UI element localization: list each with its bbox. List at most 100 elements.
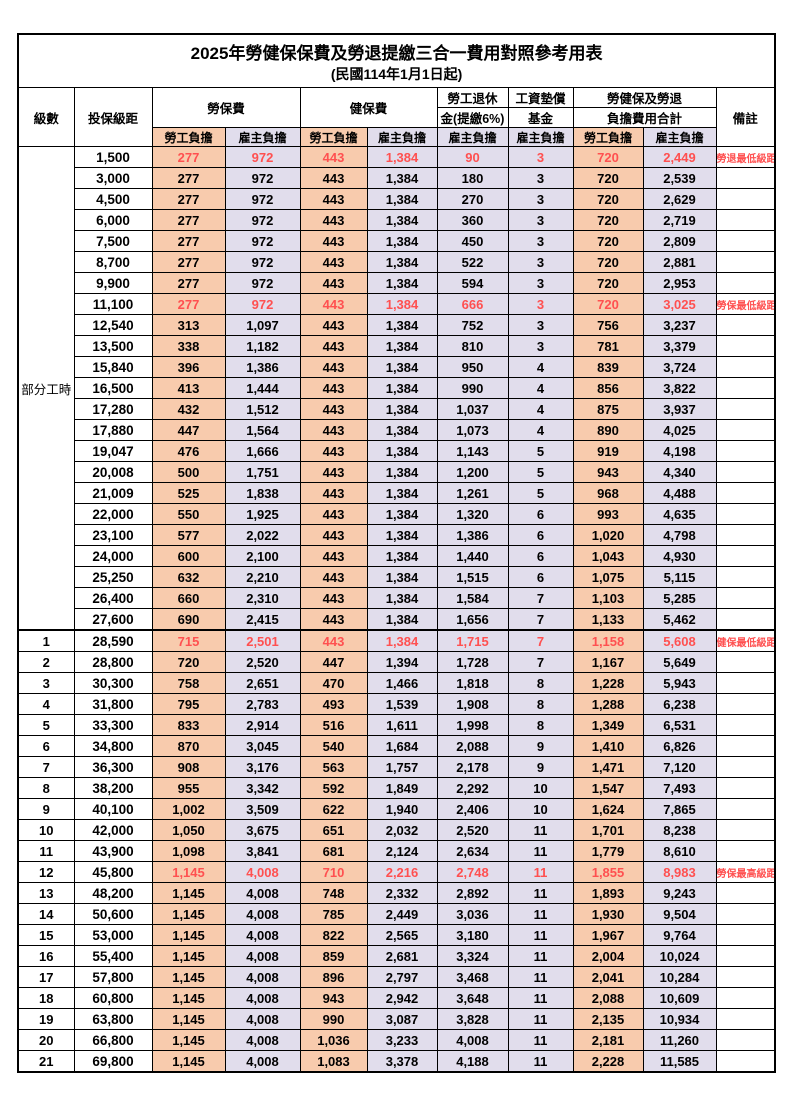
table-row: 10 42,000 1,050 3,675 651 2,032 2,520 11 1,701 8,… bbox=[17, 819, 776, 841]
value-cell: 3 bbox=[507, 188, 574, 210]
remark-cell: 健保最低級距 bbox=[715, 629, 776, 652]
value-cell: 1,037 bbox=[436, 398, 509, 420]
value-cell: 3,675 bbox=[224, 819, 301, 841]
table-row: 13 48,200 1,145 4,008 748 2,332 2,892 11 1,893 9,… bbox=[17, 882, 776, 904]
value-cell: 720 bbox=[572, 188, 644, 210]
value-cell: 1,050 bbox=[151, 819, 226, 841]
value-cell: 2,100 bbox=[224, 545, 301, 567]
subheader-wagefund-employer: 雇主負擔 bbox=[507, 127, 574, 147]
table-row: 16 55,400 1,145 4,008 859 2,681 3,324 11 2,004 10… bbox=[17, 945, 776, 967]
value-cell: 1,384 bbox=[366, 440, 438, 462]
value-cell: 720 bbox=[572, 209, 644, 231]
value-cell: 955 bbox=[151, 777, 226, 799]
value-cell: 990 bbox=[436, 377, 509, 399]
value-cell: 1,384 bbox=[366, 419, 438, 441]
value-cell: 3,342 bbox=[224, 777, 301, 799]
value-cell: 313 bbox=[151, 314, 226, 336]
value-cell: 4,188 bbox=[436, 1050, 509, 1073]
value-cell: 1,908 bbox=[436, 693, 509, 715]
value-cell: 1,547 bbox=[572, 777, 644, 799]
remark-cell bbox=[715, 903, 776, 925]
value-cell: 360 bbox=[436, 209, 509, 231]
table-row: 20,008 500 1,751 443 1,384 1,200 5 943 4,340 bbox=[18, 461, 776, 483]
value-cell: 443 bbox=[299, 335, 368, 357]
subheader-total-employee: 勞工負擔 bbox=[572, 127, 644, 147]
value-cell: 4,198 bbox=[642, 440, 717, 462]
title-row: 2025年勞健保保費及勞退提繳三合一費用對照參考用表 (民國114年1月1日起) bbox=[17, 33, 776, 88]
subheader-labor-employee: 勞工負擔 bbox=[151, 127, 226, 147]
remark-cell bbox=[715, 882, 776, 904]
bracket-cell: 24,000 bbox=[73, 545, 153, 567]
value-cell: 2,449 bbox=[366, 903, 438, 925]
value-cell: 4 bbox=[507, 419, 574, 441]
value-cell: 1,779 bbox=[572, 840, 644, 862]
value-cell: 2,651 bbox=[224, 672, 301, 694]
header-bracket: 投保級距 bbox=[73, 87, 153, 147]
remark-cell bbox=[715, 587, 776, 609]
bracket-cell: 55,400 bbox=[73, 945, 153, 967]
bracket-cell: 36,300 bbox=[73, 756, 153, 778]
value-cell: 1,103 bbox=[572, 587, 644, 609]
value-cell: 3,379 bbox=[642, 335, 717, 357]
bracket-cell: 21,009 bbox=[73, 482, 153, 504]
bracket-cell: 11,100 bbox=[73, 293, 153, 315]
value-cell: 1,143 bbox=[436, 440, 509, 462]
value-cell: 2,415 bbox=[224, 608, 301, 631]
value-cell: 2,088 bbox=[436, 735, 509, 757]
remark-cell bbox=[715, 608, 776, 631]
value-cell: 1,043 bbox=[572, 545, 644, 567]
value-cell: 1,838 bbox=[224, 482, 301, 504]
value-cell: 2,449 bbox=[642, 146, 717, 168]
level-cell: 17 bbox=[17, 966, 75, 988]
bracket-cell: 17,280 bbox=[73, 398, 153, 420]
value-cell: 563 bbox=[299, 756, 368, 778]
value-cell: 4,635 bbox=[642, 503, 717, 525]
value-cell: 690 bbox=[151, 608, 226, 631]
value-cell: 11 bbox=[507, 1008, 574, 1030]
value-cell: 10,934 bbox=[642, 1008, 717, 1030]
remark-cell bbox=[715, 545, 776, 567]
value-cell: 710 bbox=[299, 861, 368, 883]
bracket-cell: 40,100 bbox=[73, 798, 153, 820]
value-cell: 5,943 bbox=[642, 672, 717, 694]
table-row: 26,400 660 2,310 443 1,384 1,584 7 1,103 5,285 bbox=[18, 587, 776, 609]
value-cell: 443 bbox=[299, 272, 368, 294]
value-cell: 3,036 bbox=[436, 903, 509, 925]
value-cell: 516 bbox=[299, 714, 368, 736]
value-cell: 443 bbox=[299, 482, 368, 504]
value-cell: 3,180 bbox=[436, 924, 509, 946]
table-row: 2 28,800 720 2,520 447 1,394 1,728 7 1,167 5,649 bbox=[17, 651, 776, 673]
value-cell: 2,634 bbox=[436, 840, 509, 862]
value-cell: 1,384 bbox=[366, 587, 438, 609]
subheader-health-employer: 雇主負擔 bbox=[366, 127, 438, 147]
value-cell: 1,998 bbox=[436, 714, 509, 736]
value-cell: 90 bbox=[436, 146, 509, 168]
value-cell: 11 bbox=[507, 882, 574, 904]
value-cell: 4,008 bbox=[224, 861, 301, 883]
level-cell: 19 bbox=[17, 1008, 75, 1030]
value-cell: 594 bbox=[436, 272, 509, 294]
value-cell: 1,320 bbox=[436, 503, 509, 525]
value-cell: 3,324 bbox=[436, 945, 509, 967]
value-cell: 908 bbox=[151, 756, 226, 778]
bracket-cell: 38,200 bbox=[73, 777, 153, 799]
value-cell: 277 bbox=[151, 251, 226, 273]
value-cell: 7,120 bbox=[642, 756, 717, 778]
remark-cell bbox=[715, 251, 776, 273]
level-cell: 20 bbox=[17, 1029, 75, 1051]
value-cell: 3,045 bbox=[224, 735, 301, 757]
value-cell: 993 bbox=[572, 503, 644, 525]
value-cell: 968 bbox=[572, 482, 644, 504]
level-cell: 6 bbox=[17, 735, 75, 757]
value-cell: 720 bbox=[572, 272, 644, 294]
remark-cell bbox=[715, 840, 776, 862]
value-cell: 1,145 bbox=[151, 945, 226, 967]
table-row: 6 34,800 870 3,045 540 1,684 2,088 9 1,410 6,826 bbox=[17, 735, 776, 757]
bracket-cell: 34,800 bbox=[73, 735, 153, 757]
value-cell: 443 bbox=[299, 293, 368, 315]
level-cell: 4 bbox=[17, 693, 75, 715]
value-cell: 2,292 bbox=[436, 777, 509, 799]
remark-cell bbox=[715, 482, 776, 504]
value-cell: 3,937 bbox=[642, 398, 717, 420]
value-cell: 11 bbox=[507, 945, 574, 967]
